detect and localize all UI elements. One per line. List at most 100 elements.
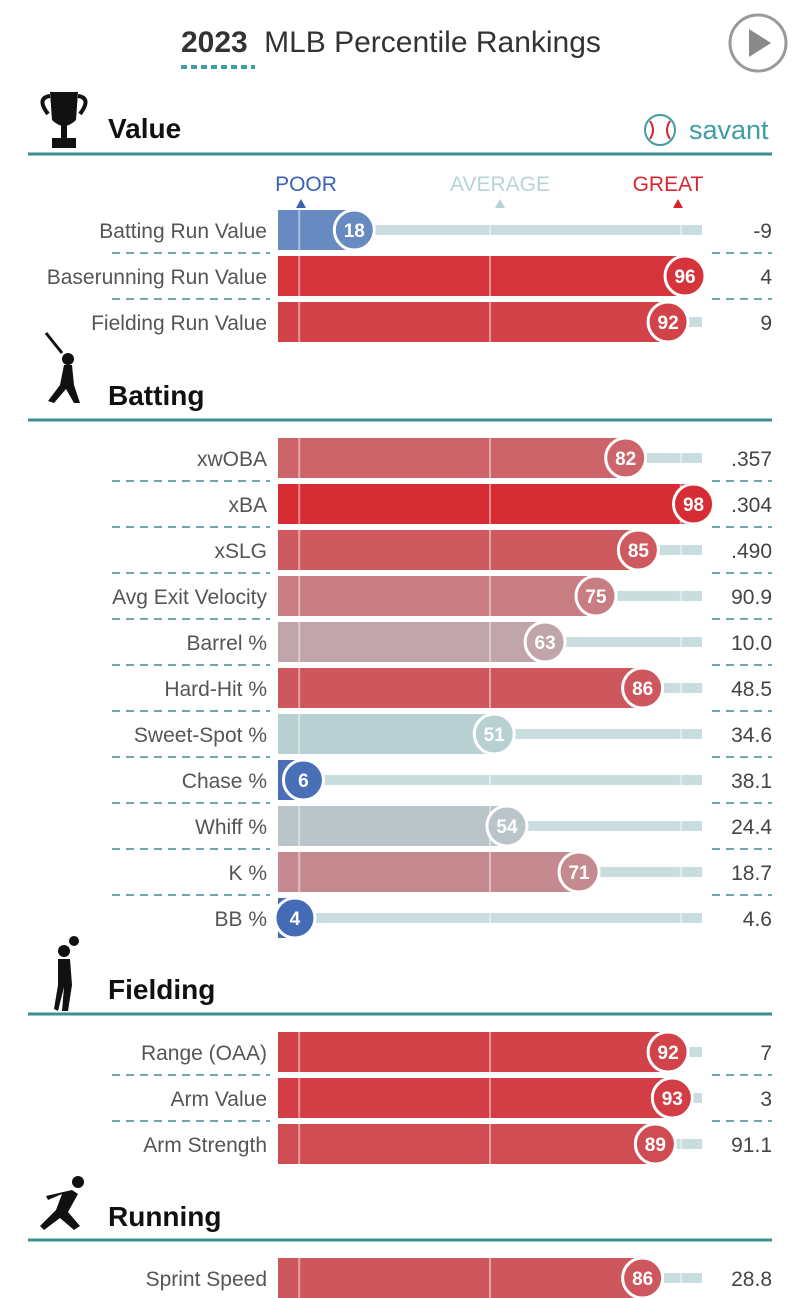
metric-row: 4 BB % 4.6 xyxy=(214,896,772,940)
percentile-label: 4 xyxy=(290,909,301,930)
metric-value: 24.4 xyxy=(731,816,772,839)
trophy-handle-icon xyxy=(40,94,51,116)
percentile-track xyxy=(278,225,702,235)
percentile-marker xyxy=(557,850,601,894)
percentile-marker xyxy=(621,1256,665,1298)
fielder-body-icon xyxy=(54,959,72,1011)
metric-label: xBA xyxy=(228,494,267,517)
metric-label: BB % xyxy=(214,908,267,931)
metric-row: 96 Baserunning Run Value 4 xyxy=(47,254,772,300)
percentile-marker xyxy=(604,436,648,480)
metric-label: Baserunning Run Value xyxy=(47,266,267,289)
metric-row: 92 Fielding Run Value 9 xyxy=(91,300,772,344)
percentile-label: 85 xyxy=(628,541,650,562)
fielder-icon xyxy=(54,936,79,1011)
percentile-bar xyxy=(278,256,686,296)
metric-label: Barrel % xyxy=(186,632,267,655)
percentile-marker xyxy=(650,1076,694,1120)
legend: POOR AVERAGE GREAT xyxy=(275,173,704,208)
section-batting: Batting 82 xwOBA .357 98 xBA .304 85 xSLG .490 75 A… xyxy=(28,332,772,940)
percentile-label: 82 xyxy=(615,449,636,470)
metric-row: 89 Arm Strength 91.1 xyxy=(143,1122,772,1166)
metric-value: 7 xyxy=(760,1042,772,1065)
metric-row: 71 K % 18.7 xyxy=(112,850,772,896)
section-title: Running xyxy=(108,1201,222,1232)
legend-great: GREAT xyxy=(633,173,704,196)
glove-icon xyxy=(69,936,79,946)
percentile-marker xyxy=(281,758,325,802)
section-title: Batting xyxy=(108,380,204,411)
percentile-bar xyxy=(278,852,580,892)
percentile-bar xyxy=(278,1258,643,1298)
percentile-marker xyxy=(621,666,665,710)
metric-row: 18 Batting Run Value -9 xyxy=(99,208,772,254)
metric-row: 75 Avg Exit Velocity 90.9 xyxy=(112,574,772,620)
trophy-base-icon xyxy=(52,138,76,148)
percentile-label: 93 xyxy=(662,1089,683,1110)
fielder-head-icon xyxy=(58,945,70,957)
savant-logo: savant xyxy=(644,114,769,146)
percentile-label: 92 xyxy=(658,1043,679,1064)
percentile-marker xyxy=(485,804,529,848)
metric-row: 63 Barrel % 10.0 xyxy=(112,620,772,666)
metric-row: 82 xwOBA .357 xyxy=(112,436,772,482)
metric-label: xwOBA xyxy=(197,448,267,471)
metric-value: 4 xyxy=(760,266,772,289)
metric-value: -9 xyxy=(753,220,772,243)
metric-value: 4.6 xyxy=(743,908,772,931)
title-year: 2023 xyxy=(181,26,248,59)
brand-name: savant xyxy=(689,115,769,145)
percentile-marker xyxy=(672,482,716,526)
metric-row: 54 Whiff % 24.4 xyxy=(112,804,772,850)
metric-row: 85 xSLG .490 xyxy=(112,528,772,574)
percentile-bar xyxy=(278,1032,669,1072)
metric-value: 9 xyxy=(760,312,772,335)
metric-value: .304 xyxy=(731,494,772,517)
bat-icon xyxy=(44,332,64,354)
metric-value: 28.8 xyxy=(731,1268,772,1291)
section-title: Fielding xyxy=(108,974,215,1005)
header: 2023 MLB Percentile Rankings savant xyxy=(181,13,788,146)
percentile-marker xyxy=(523,620,567,664)
percentile-label: 98 xyxy=(683,495,704,516)
metric-value: 48.5 xyxy=(731,678,772,701)
percentile-marker xyxy=(663,254,707,298)
legend-great-marker xyxy=(673,199,683,208)
legend-average: AVERAGE xyxy=(450,173,550,196)
runner-body-icon xyxy=(40,1190,80,1230)
title-text: MLB Percentile Rankings xyxy=(264,26,601,59)
metric-label: Whiff % xyxy=(195,816,267,839)
percentile-track xyxy=(278,775,702,785)
section-fielding: Fielding 92 Range (OAA) 7 93 Arm Value 3 89 Arm … xyxy=(28,936,772,1166)
percentile-bar xyxy=(278,668,643,708)
percentile-label: 63 xyxy=(535,633,556,654)
percentile-bar xyxy=(278,530,639,570)
play-icon[interactable] xyxy=(749,29,771,57)
percentile-label: 86 xyxy=(632,679,653,700)
metric-value: 3 xyxy=(760,1088,772,1111)
percentile-bar xyxy=(278,576,596,616)
percentile-bar xyxy=(278,806,507,846)
percentile-marker xyxy=(616,528,660,572)
batter-icon xyxy=(44,332,80,403)
runner-icon xyxy=(40,1176,84,1230)
metric-label: Range (OAA) xyxy=(141,1042,267,1065)
metric-value: 90.9 xyxy=(731,586,772,609)
metric-row: 6 Chase % 38.1 xyxy=(112,758,772,804)
percentile-bar xyxy=(278,714,495,754)
play-button[interactable] xyxy=(728,13,788,73)
metric-label: Hard-Hit % xyxy=(164,678,267,701)
percentile-marker xyxy=(472,712,516,756)
percentile-label: 75 xyxy=(585,587,607,608)
legend-poor-marker xyxy=(296,199,306,208)
page-title: 2023 MLB Percentile Rankings xyxy=(181,26,601,59)
metric-label: Sprint Speed xyxy=(146,1268,267,1291)
metric-label: Sweet-Spot % xyxy=(134,724,267,747)
metric-label: K % xyxy=(228,862,267,885)
metric-label: Fielding Run Value xyxy=(91,312,267,335)
metric-label: xSLG xyxy=(214,540,267,563)
metric-row: 93 Arm Value 3 xyxy=(112,1076,772,1122)
trophy-stem-icon xyxy=(61,124,67,138)
